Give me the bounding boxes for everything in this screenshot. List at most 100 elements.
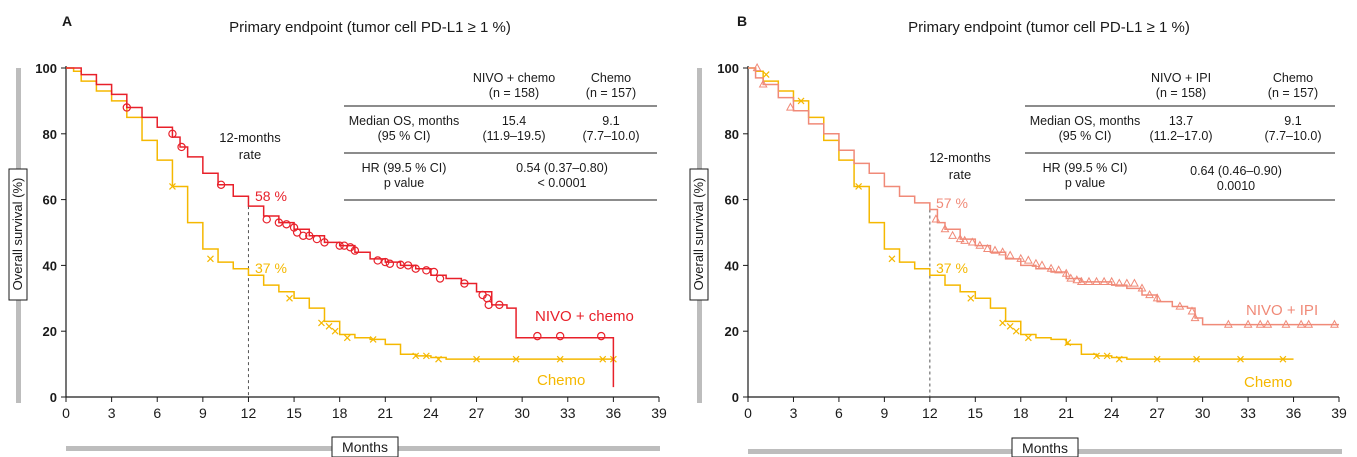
censor-mark	[169, 183, 176, 190]
panel-a-row2-pval: < 0.0001	[537, 176, 586, 190]
x-tick-label: 33	[560, 405, 576, 421]
y-tick-label: 20	[725, 324, 739, 339]
censor-mark	[1076, 276, 1086, 285]
censor-mark	[975, 240, 985, 249]
panel-b-row1-ci: (95 % CI)	[1059, 129, 1112, 143]
panel-a-row2-hr: 0.54 (0.37–0.80)	[516, 161, 608, 175]
censor-mark	[1223, 319, 1233, 328]
panel-b-nivo-label: NIVO + IPI	[1246, 302, 1318, 319]
censor-mark	[350, 246, 360, 255]
censor-mark	[385, 259, 395, 268]
censor-mark	[495, 300, 504, 310]
x-tick-label: 39	[651, 405, 667, 421]
panel-a-xlabel: Months	[342, 439, 388, 455]
panel-b-col2-head: Chemo	[1273, 71, 1313, 85]
panel-a-col2-n: (n = 157)	[586, 86, 636, 100]
panel-a-nivo-rate: 58 %	[255, 188, 287, 204]
panel-b-ylabel-box: Overall survival (%)	[689, 168, 709, 301]
x-tick-label: 12	[922, 405, 938, 421]
censor-mark	[1296, 319, 1306, 328]
censor-mark	[216, 180, 226, 189]
panel-a-landmark-label-2: rate	[239, 147, 261, 162]
panel-a-stats-table: NIVO + chemo (n = 158) Chemo (n = 157) M…	[344, 71, 657, 201]
censor-mark	[1092, 276, 1101, 285]
x-tick-label: 12	[241, 405, 257, 421]
panel-b-xlabel-box: Months	[1011, 437, 1079, 457]
censor-mark	[331, 327, 339, 335]
panel-b-row2-pval: 0.0010	[1217, 179, 1255, 193]
censor-mark	[1107, 276, 1117, 285]
censor-mark	[1072, 275, 1082, 284]
censor-mark	[1115, 355, 1123, 363]
censor-mark	[752, 62, 762, 72]
y-tick-label: 60	[43, 193, 57, 208]
censor-mark	[122, 103, 132, 112]
panel-b-nivo-rate: 57 %	[936, 195, 968, 211]
panel-a-row1-c2-ci: (7.7–10.0)	[583, 129, 640, 143]
y-tick-label: 0	[50, 390, 57, 405]
panel-b-row2-hr: 0.64 (0.46–0.90)	[1190, 164, 1282, 178]
censor-mark	[982, 243, 992, 253]
panel-b-row2-p: p value	[1065, 176, 1105, 190]
x-tick-label: 21	[378, 405, 394, 421]
censor-mark	[412, 352, 420, 360]
censor-mark	[1037, 260, 1047, 269]
censor-mark	[1281, 319, 1291, 328]
censor-mark	[299, 231, 308, 240]
y-tick-label: 80	[725, 127, 739, 142]
censor-mark	[967, 237, 977, 246]
censor-mark	[597, 331, 606, 341]
censor-mark	[177, 142, 186, 152]
panel-b-row1-c1-ci: (11.2–17.0)	[1149, 129, 1212, 143]
censor-mark	[1145, 289, 1155, 299]
censor-mark	[411, 264, 420, 273]
censor-mark	[1061, 268, 1071, 277]
censor-mark	[1012, 327, 1020, 335]
panel-b-row2-label: HR (99.5 % CI)	[1043, 161, 1128, 175]
censor-mark	[435, 274, 445, 283]
censor-mark	[1066, 273, 1076, 282]
censor-mark	[422, 352, 430, 360]
x-tick-label: 18	[1013, 405, 1029, 421]
censor-mark	[888, 255, 896, 263]
panel-b-row1-c2-ci: (7.7–10.0)	[1265, 129, 1322, 143]
censor-mark	[1187, 306, 1197, 315]
censor-mark	[325, 322, 333, 330]
panel-a-nivo-label: NIVO + chemo	[535, 308, 634, 325]
panel-a-row2-label: HR (99.5 % CI)	[362, 161, 447, 175]
x-tick-label: 33	[1240, 405, 1256, 421]
panel-b-title: Primary endpoint (tumor cell PD-L1 ≥ 1 %…	[908, 19, 1190, 36]
panel-b-landmark-label-2: rate	[949, 167, 971, 182]
censor-mark	[1064, 339, 1072, 347]
censor-mark	[556, 355, 564, 363]
x-tick-label: 30	[1195, 405, 1211, 421]
x-tick-label: 0	[744, 405, 752, 421]
x-tick-label: 9	[880, 405, 888, 421]
y-tick-label: 40	[43, 258, 57, 273]
censor-mark	[381, 257, 390, 267]
x-tick-label: 39	[1331, 405, 1347, 421]
censor-mark	[1193, 355, 1200, 363]
panel-a-col1-head: NIVO + chemo	[473, 71, 555, 85]
censor-mark	[1263, 319, 1273, 328]
censor-mark	[1093, 352, 1100, 360]
censor-mark	[373, 256, 382, 265]
censor-mark	[1137, 283, 1147, 292]
panel-b-row1-c2: 9.1	[1284, 114, 1301, 128]
censor-mark	[855, 183, 863, 190]
panel-a-ylabel: Overall survival (%)	[10, 178, 25, 291]
censor-mark	[335, 241, 344, 250]
panel-a-row2-p: p value	[384, 176, 424, 190]
censor-mark	[343, 334, 351, 342]
panel-b: B Primary endpoint (tumor cell PD-L1 ≥ 1…	[689, 13, 1347, 457]
censor-mark	[1279, 355, 1287, 363]
panel-a-ylabel-box: Overall survival (%)	[8, 168, 28, 301]
censor-mark	[599, 355, 607, 363]
censor-mark	[1152, 293, 1162, 302]
x-tick-label: 0	[62, 405, 70, 421]
x-tick-label: 3	[108, 405, 116, 421]
x-tick-label: 27	[1149, 405, 1165, 421]
x-tick-label: 36	[1286, 405, 1302, 421]
y-tick-label: 80	[43, 127, 57, 142]
